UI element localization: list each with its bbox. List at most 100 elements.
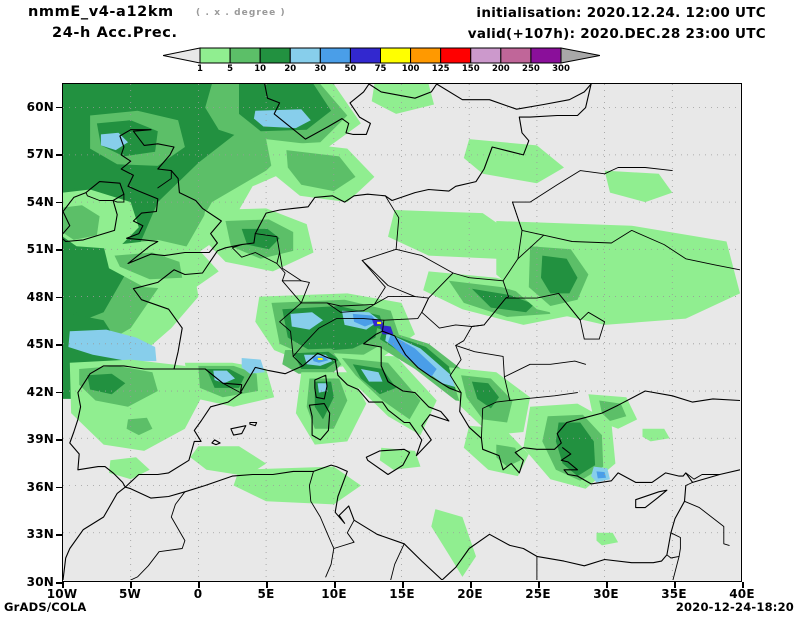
coastline: [365, 448, 411, 476]
latitude-tick-label: 30N: [26, 575, 54, 589]
country-border: [666, 554, 680, 559]
longitude-tick-label: 10W: [46, 587, 78, 601]
precip-contour-band: [241, 358, 265, 374]
country-border: [85, 192, 114, 201]
precip-contour-band: [471, 288, 535, 313]
colorbar-tick-label: 5: [227, 64, 233, 72]
country-border: [449, 326, 473, 394]
latitude-tick-mark: [56, 106, 62, 109]
longitude-tick-label: 30E: [593, 587, 619, 601]
precip-contour-band: [463, 139, 564, 184]
precip-contour-band: [596, 471, 606, 479]
colorbar-tick-label: 250: [522, 64, 540, 72]
valid-time: valid(+107h): 2020.DEC.28 23:00 UTC: [467, 26, 766, 42]
country-border: [685, 481, 694, 486]
latitude-tick-label: 60N: [26, 99, 54, 114]
country-border: [276, 263, 302, 282]
colorbar-tick-label: 10: [254, 64, 266, 72]
country-border: [512, 167, 673, 203]
precip-contour-band: [596, 532, 619, 546]
colorbar-segment: [199, 47, 231, 64]
precip-contour-band: [114, 252, 183, 280]
colorbar-segment: [500, 47, 532, 64]
initialisation-time: initialisation: 2020.12.24. 12:00 UTC: [476, 5, 766, 21]
longitude-tick-mark: [198, 582, 200, 588]
precip-max-core: [317, 358, 323, 360]
country-border: [512, 201, 523, 231]
longitude-tick-mark: [606, 582, 608, 588]
longitude-tick-label: 5W: [119, 587, 141, 601]
colorbar-tick-label: 20: [284, 64, 296, 72]
coastline: [635, 489, 668, 509]
colorbar-tick-label: 200: [492, 64, 510, 72]
longitude-tick-label: 0: [193, 587, 203, 601]
latitude-tick-mark: [56, 486, 62, 489]
latitude-tick-label: 51N: [26, 242, 54, 257]
longitude-tick-label: 25E: [525, 587, 551, 601]
latitude-tick-mark: [56, 344, 62, 346]
precip-contour-band: [190, 446, 267, 477]
country-border: [421, 297, 485, 329]
country-border: [308, 470, 335, 578]
longitude-tick-mark: [538, 582, 540, 588]
latitude-tick-mark: [56, 249, 62, 251]
country-border: [579, 311, 606, 340]
precip-contour-band: [604, 170, 673, 203]
latitude-tick-label: 33N: [26, 527, 54, 542]
model-title: nmmE_v4-a12km: [28, 4, 174, 20]
latitude-tick-mark: [56, 391, 62, 394]
precip-contour-band: [241, 228, 280, 250]
precip-contour-band: [286, 150, 356, 192]
precip-contour-band: [126, 417, 153, 436]
precip-contour-band: [76, 335, 142, 352]
precip-contour-band: [100, 132, 128, 151]
latitude-tick-label: 54N: [26, 194, 54, 209]
longitude-tick-mark: [674, 582, 676, 588]
precip-contour-band: [253, 109, 311, 129]
longitude-tick-mark: [130, 582, 132, 588]
country-border: [670, 532, 681, 580]
latitude-tick-label: 45N: [26, 337, 54, 352]
precip-contour-band: [496, 444, 521, 467]
country-border: [333, 519, 355, 549]
colorbar-segment: [380, 47, 412, 64]
coastline: [132, 84, 740, 474]
latitude-tick-mark: [56, 201, 62, 204]
country-border: [326, 302, 375, 313]
precip-contour-band: [87, 373, 126, 395]
coastline: [368, 84, 438, 99]
colorbar-tick-label: 125: [432, 64, 450, 72]
longitude-tick-mark: [470, 582, 472, 588]
precip-contour-band: [63, 205, 100, 240]
colorbar-tick-label: 300: [552, 64, 570, 72]
coastline: [249, 421, 258, 427]
coastline: [63, 181, 125, 243]
precip-contour-band: [415, 221, 491, 248]
country-border: [505, 296, 509, 299]
colorbar-segment: [319, 47, 351, 64]
latitude-tick-mark: [56, 439, 62, 441]
precip-contour-band: [471, 381, 499, 409]
colorbar-tick-label: 75: [375, 64, 387, 72]
coastline: [560, 447, 740, 485]
country-border: [558, 292, 581, 321]
coastline: [119, 129, 222, 265]
colorbar-segment: [259, 47, 291, 64]
country-border: [112, 200, 125, 203]
colorbar-under-arrow: [163, 47, 201, 64]
latitude-tick-mark: [56, 582, 62, 584]
precip-contour-band: [431, 509, 476, 577]
latitude-tick-mark: [56, 154, 62, 156]
colorbar-segment: [470, 47, 502, 64]
country-border: [684, 500, 730, 546]
precip-contour-band: [360, 369, 383, 382]
latitude-tick-label: 39N: [26, 432, 54, 447]
country-border: [157, 170, 172, 189]
precipitation-colorbar: 1 5 10 20 30 50 75 100 125 150 200 250 300: [163, 46, 600, 72]
longitude-tick-label: 40E: [729, 587, 755, 601]
country-border: [279, 280, 304, 367]
colorbar-tick-label: 150: [462, 64, 480, 72]
country-border: [361, 259, 416, 298]
coastline: [63, 464, 443, 580]
country-border: [130, 491, 186, 580]
